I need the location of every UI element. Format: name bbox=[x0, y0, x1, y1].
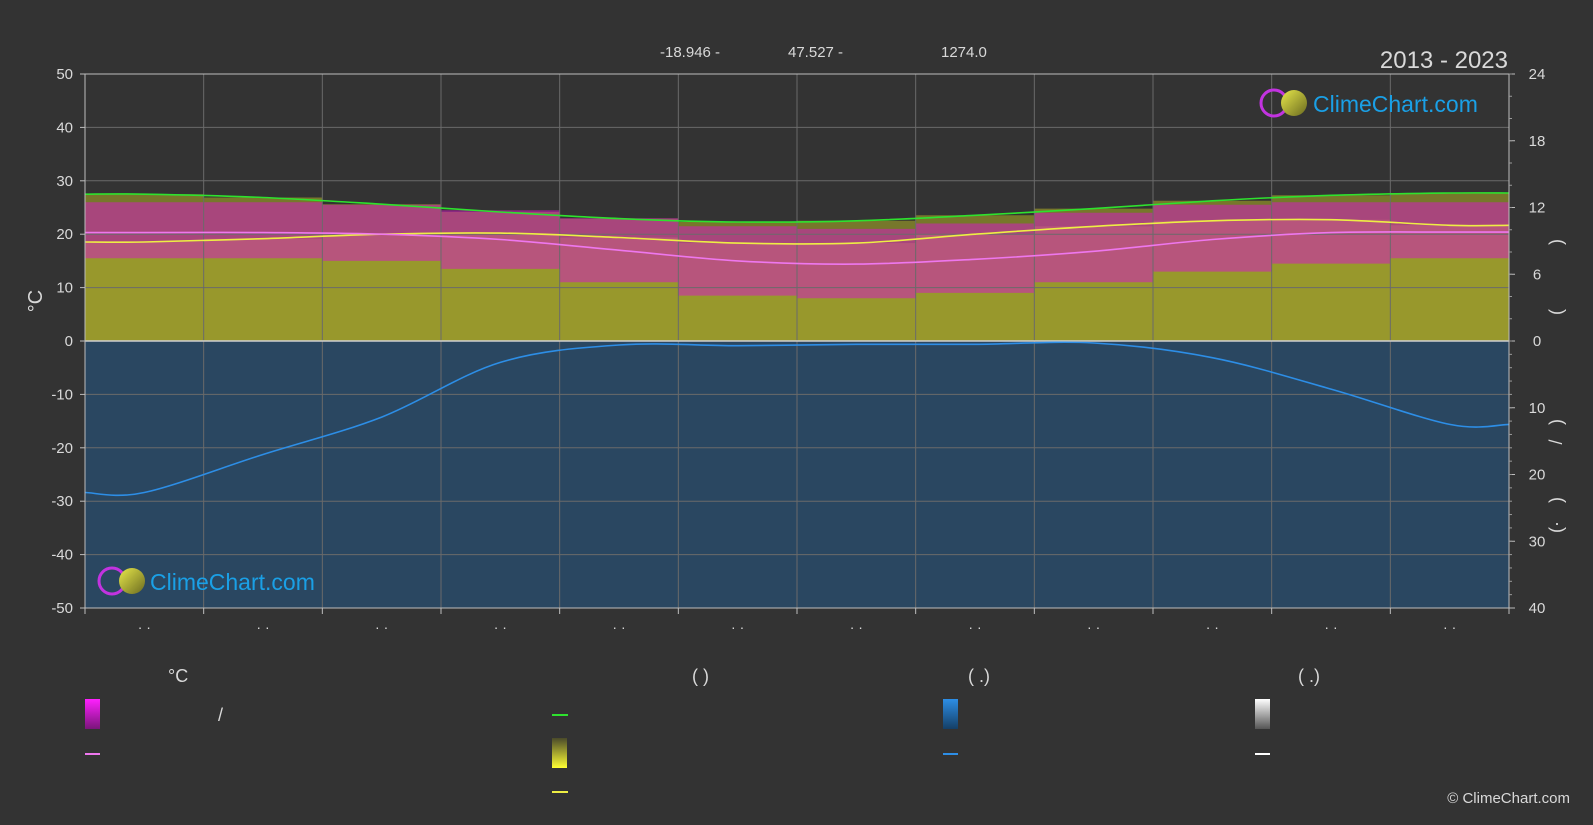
brand-logo-bottom[interactable]: ClimeChart.com bbox=[97, 566, 315, 596]
mean-temperature-line bbox=[85, 231, 1509, 265]
y-tick-label-left: -20 bbox=[51, 440, 73, 457]
y-tick-label-right-hours: 6 bbox=[1533, 266, 1541, 283]
sunshine-hours-line bbox=[85, 218, 1509, 245]
period-title: 2013 - 2023 bbox=[1380, 47, 1508, 74]
y-axis-right-label-fragment: ) bbox=[1546, 419, 1566, 425]
y-tick-label-left: 0 bbox=[65, 333, 73, 350]
x-tick-label-month: · · bbox=[968, 619, 981, 635]
coord-latitude: -18.946 - bbox=[660, 44, 720, 61]
y-tick-label-right-hours: 0 bbox=[1533, 333, 1541, 350]
y-axis-right-label-fragment: ( bbox=[1546, 309, 1566, 315]
y-tick-label-left: -50 bbox=[51, 600, 73, 617]
y-tick-label-right-precip: 10 bbox=[1529, 400, 1546, 417]
brand-logo-top[interactable]: ClimeChart.com bbox=[1259, 88, 1478, 118]
y-tick-label-right-hours: 12 bbox=[1529, 200, 1546, 217]
y-axis-right-label-fragment: ) bbox=[1546, 497, 1566, 503]
y-tick-label-left: 30 bbox=[56, 173, 73, 190]
y-tick-label-left: 40 bbox=[56, 119, 73, 136]
legend-swatch-rain bbox=[943, 699, 958, 729]
chart-grid bbox=[84, 73, 1510, 609]
y-tick-label-right-precip: 20 bbox=[1529, 467, 1546, 484]
legend-swatch-temp-range bbox=[85, 699, 100, 729]
y-axis-right-label-fragment: ) bbox=[1546, 239, 1566, 245]
y-tick-label-left: 10 bbox=[56, 280, 73, 297]
legend: °C / ( ) ( .) ( .) bbox=[85, 666, 1320, 793]
x-tick-label-month: · · bbox=[850, 619, 863, 635]
brand-name-top: ClimeChart.com bbox=[1313, 91, 1478, 117]
x-tick-label-month: · · bbox=[1443, 619, 1456, 635]
x-tick-label-month: · · bbox=[1324, 619, 1337, 635]
x-tick-label-month: · · bbox=[612, 619, 625, 635]
legend-swatch-sunshine bbox=[552, 738, 567, 768]
brand-name-bottom: ClimeChart.com bbox=[150, 569, 315, 595]
y-tick-label-left: 20 bbox=[56, 226, 73, 243]
logo-sun-icon bbox=[1281, 90, 1307, 116]
legend-title-temperature: °C bbox=[168, 666, 188, 686]
y-tick-label-right-hours: 24 bbox=[1529, 66, 1546, 83]
y-axis-left-label: °C bbox=[25, 290, 47, 312]
x-tick-label-month: · · bbox=[138, 619, 151, 635]
legend-title-snow: ( .) bbox=[1298, 666, 1320, 686]
y-tick-label-left: 50 bbox=[56, 66, 73, 83]
coord-longitude: 47.527 - bbox=[788, 44, 843, 61]
legend-swatch-snow bbox=[1255, 699, 1270, 729]
y-tick-label-right-precip: 40 bbox=[1529, 600, 1546, 617]
logo-sun-icon bbox=[119, 568, 145, 594]
x-tick-label-month: · · bbox=[375, 619, 388, 635]
x-tick-label-month: · · bbox=[1206, 619, 1219, 635]
y-tick-label-left: -30 bbox=[51, 493, 73, 510]
x-tick-label-month: · · bbox=[1087, 619, 1100, 635]
y-axis-right-label-fragment: / bbox=[1546, 439, 1566, 444]
coord-elevation: 1274.0 bbox=[941, 44, 987, 61]
daylight-hours-line bbox=[85, 192, 1509, 223]
y-axis-right-label-fragment: (· bbox=[1546, 521, 1566, 533]
copyright: © ClimeChart.com bbox=[1447, 790, 1570, 807]
legend-title-rain: ( .) bbox=[968, 666, 990, 686]
y-tick-label-left: -10 bbox=[51, 386, 73, 403]
x-tick-label-month: · · bbox=[494, 619, 507, 635]
y-tick-label-right-precip: 30 bbox=[1529, 533, 1546, 550]
y-tick-label-right-hours: 18 bbox=[1529, 133, 1546, 150]
legend-title-sunshine: ( ) bbox=[692, 666, 709, 686]
y-tick-label-left: -40 bbox=[51, 547, 73, 564]
chart-lines bbox=[85, 192, 1509, 497]
precipitation-line bbox=[85, 341, 1509, 497]
legend-label-temp-range: / bbox=[218, 705, 223, 725]
x-tick-label-month: · · bbox=[731, 619, 744, 635]
chart-axes: 50 40 30 20 10 0 -10 -20 -30 -40 -50 24 18 12 6 0 10 20 30… bbox=[51, 66, 1566, 635]
x-tick-label-month: · · bbox=[256, 619, 269, 635]
